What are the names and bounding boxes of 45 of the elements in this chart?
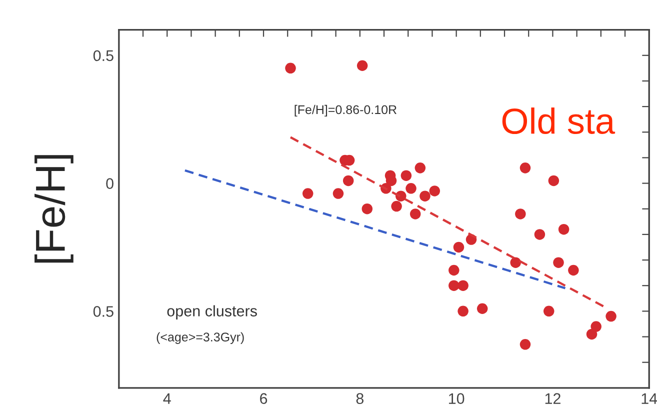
point — [356, 60, 368, 71]
point — [414, 162, 426, 174]
y-tick-label: 0 — [106, 178, 114, 189]
point — [558, 224, 570, 235]
annotation: open clusters — [167, 305, 257, 320]
x-tick-label: 14 — [642, 393, 657, 404]
point — [553, 257, 564, 268]
y-axis-title: [Fe/H] — [34, 155, 74, 263]
point — [342, 175, 354, 186]
point — [458, 280, 468, 291]
annotation: Old sta — [502, 107, 616, 134]
point — [391, 200, 402, 212]
point — [362, 203, 373, 214]
point — [548, 175, 560, 186]
x-tick-label: 12 — [545, 393, 560, 404]
point — [515, 208, 526, 220]
point — [420, 190, 430, 202]
point — [458, 306, 468, 317]
x-tick-label: 8 — [356, 393, 364, 404]
annotation: [Fe/H]=0.86-0.10R — [294, 104, 396, 117]
y-tick-label: 0.5 — [93, 50, 114, 62]
point — [302, 188, 314, 199]
x-tick-label: 10 — [448, 393, 464, 404]
point — [429, 186, 440, 196]
point — [453, 242, 464, 253]
point — [476, 303, 488, 314]
point — [586, 328, 598, 340]
x-tick-label: 6 — [260, 393, 268, 404]
point — [510, 257, 521, 268]
point — [568, 264, 579, 276]
point — [534, 229, 546, 240]
point — [520, 339, 531, 350]
point — [332, 188, 344, 199]
point — [448, 280, 460, 291]
point — [285, 62, 296, 74]
point — [606, 310, 616, 322]
point — [448, 264, 460, 276]
x-tick-label: 4 — [163, 393, 171, 404]
point — [520, 162, 531, 174]
point — [400, 170, 412, 181]
annotation: (<age>=3.3Gyr) — [156, 332, 244, 344]
point — [410, 208, 421, 220]
point — [406, 183, 416, 194]
y-tick-label: 0.5 — [93, 306, 114, 317]
point — [543, 306, 554, 317]
